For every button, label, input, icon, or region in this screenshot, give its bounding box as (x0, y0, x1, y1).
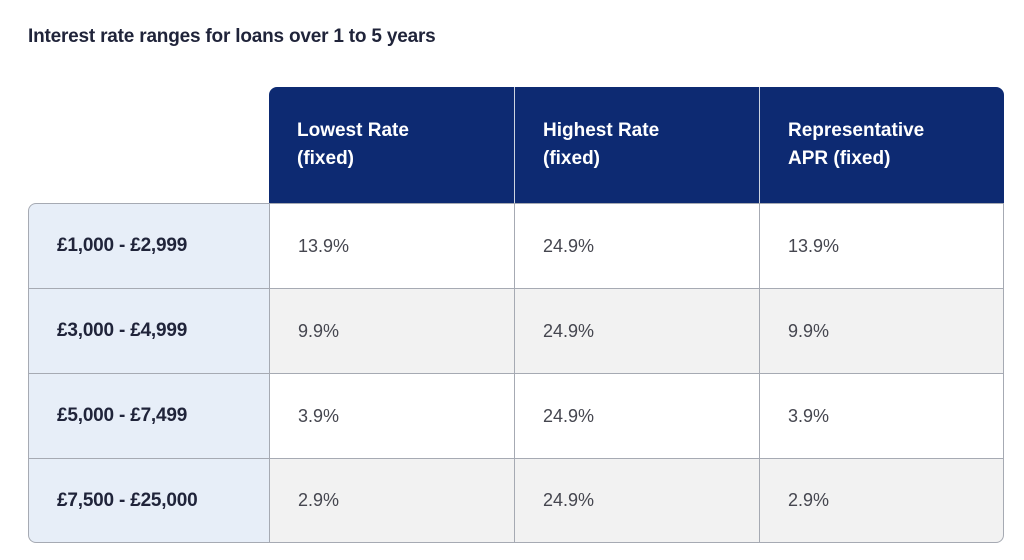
cell-highest-rate: 24.9% (514, 373, 759, 458)
column-header-line: Lowest Rate (297, 120, 409, 141)
cell-representative-apr: 3.9% (759, 373, 1004, 458)
row-label-loan-range: £3,000 - £4,999 (28, 288, 269, 373)
cell-highest-rate: 24.9% (514, 203, 759, 288)
table-row: £5,000 - £7,499 3.9% 24.9% 3.9% (28, 373, 1004, 458)
corner-spacer (28, 87, 269, 203)
row-label-loan-range: £7,500 - £25,000 (28, 458, 269, 543)
column-header-line: Highest Rate (543, 120, 660, 141)
row-label-loan-range: £1,000 - £2,999 (28, 203, 269, 288)
header-row: Lowest Rate (fixed) Highest Rate (fixed)… (28, 87, 1004, 203)
column-header-lowest-rate: Lowest Rate (fixed) (269, 87, 514, 203)
cell-lowest-rate: 9.9% (269, 288, 514, 373)
table-row: £7,500 - £25,000 2.9% 24.9% 2.9% (28, 458, 1004, 543)
row-label-loan-range: £5,000 - £7,499 (28, 373, 269, 458)
table-row: £1,000 - £2,999 13.9% 24.9% 13.9% (28, 203, 1004, 288)
cell-highest-rate: 24.9% (514, 288, 759, 373)
column-header-highest-rate: Highest Rate (fixed) (514, 87, 759, 203)
cell-representative-apr: 9.9% (759, 288, 1004, 373)
cell-lowest-rate: 3.9% (269, 373, 514, 458)
cell-lowest-rate: 13.9% (269, 203, 514, 288)
column-header-line: (fixed) (543, 148, 600, 169)
interest-rates-table: Lowest Rate (fixed) Highest Rate (fixed)… (28, 87, 1004, 543)
rates-section: Interest rate ranges for loans over 1 to… (28, 26, 1004, 543)
column-header-line: (fixed) (297, 148, 354, 169)
cell-representative-apr: 13.9% (759, 203, 1004, 288)
cell-highest-rate: 24.9% (514, 458, 759, 543)
column-header-representative-apr: Representative APR (fixed) (759, 87, 1004, 203)
table-row: £3,000 - £4,999 9.9% 24.9% 9.9% (28, 288, 1004, 373)
page-title: Interest rate ranges for loans over 1 to… (28, 26, 436, 47)
column-header-line: APR (fixed) (788, 148, 891, 169)
cell-lowest-rate: 2.9% (269, 458, 514, 543)
cell-representative-apr: 2.9% (759, 458, 1004, 543)
column-header-line: Representative (788, 120, 925, 141)
